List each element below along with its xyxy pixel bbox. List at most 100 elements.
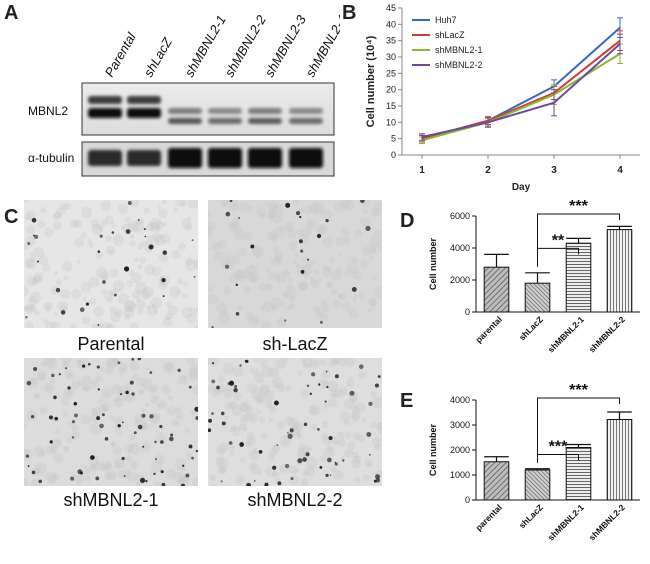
colony-dot [169, 436, 174, 442]
y-tick-label: 15 [386, 101, 396, 111]
colony-dot [225, 211, 231, 217]
colony-dot [96, 365, 100, 369]
colony-dot [104, 437, 109, 441]
colony-dot [53, 395, 57, 400]
colony-dot [123, 266, 130, 272]
colony-dot [160, 470, 164, 474]
colony-dot [182, 464, 185, 467]
colony-dot [127, 201, 132, 206]
x-tick-label: parental [473, 502, 503, 532]
x-tick-label: shMBNL2-2 [587, 314, 627, 354]
colony-dot [325, 370, 328, 373]
colony-dot [191, 239, 194, 242]
y-tick-label: 25 [386, 68, 396, 78]
panel-letter-c: C [4, 206, 19, 228]
y-tick-label: 40 [386, 19, 396, 29]
colony-dot [284, 319, 287, 322]
colony-dot [161, 277, 166, 283]
blot-lane-label: Parental [102, 29, 140, 79]
colony-dot [250, 244, 255, 249]
panel-letter-e: E [400, 390, 414, 412]
y-tick-label: 4000 [450, 243, 470, 253]
significance-bracket [537, 454, 579, 463]
colony-dot [360, 200, 365, 204]
blot-row-label-tubulin: α-tubulin [28, 151, 74, 165]
panel-letter-a: A [4, 2, 19, 24]
colony-dot [319, 465, 323, 469]
colony-dot [208, 418, 213, 423]
colony-dot [374, 383, 379, 388]
blot-row-label-mbnl2: MBNL2 [28, 104, 68, 118]
y-tick-label: 1000 [450, 470, 470, 480]
colony-dot [129, 380, 134, 385]
colony-dot [142, 445, 145, 448]
colony-dot [221, 421, 226, 426]
colony-dot [334, 461, 337, 464]
y-axis-label: Cell number (10⁴) [365, 35, 377, 127]
legend-label: Huh7 [435, 15, 457, 25]
bar [524, 282, 551, 313]
colony-dot [328, 435, 333, 441]
significance-label: ** [552, 232, 565, 249]
colony-dot [125, 390, 129, 395]
colony-dot [121, 456, 125, 461]
colony-dot [38, 479, 43, 484]
colony-dot [195, 416, 198, 420]
colony-dot [298, 239, 303, 244]
colony-dot [307, 258, 310, 261]
colony-dot [65, 367, 68, 370]
colony-dot [117, 361, 121, 365]
y-tick-label: 0 [465, 307, 470, 317]
colony-dot [297, 458, 303, 464]
x-tick-label: 1 [419, 165, 425, 176]
colony-photo-shmbnl2-1 [24, 358, 198, 486]
colony-dot [325, 473, 329, 477]
colony-dot [99, 234, 103, 238]
colony-dot [34, 234, 39, 239]
colony-dot [239, 364, 242, 367]
colony-dot [71, 420, 76, 424]
x-tick-label: shMBNL2-2 [587, 502, 627, 542]
colony-dot [212, 362, 215, 365]
colony-dot [306, 384, 310, 388]
y-tick-label: 35 [386, 36, 396, 46]
colony-dot [99, 423, 104, 429]
colony-dot [349, 390, 355, 396]
colony-dot [97, 388, 100, 391]
colony-dot [119, 392, 123, 396]
colony-dot [97, 250, 101, 253]
colony-dot [326, 385, 329, 389]
colony-dot [60, 310, 66, 315]
colony-dot [375, 478, 381, 483]
western-blot-panel: Parental shLacZ shMBNL2-1shMBNL2-2shMBNL2-… [28, 12, 340, 177]
colony-dot [153, 472, 156, 476]
bar [565, 242, 592, 313]
colony-dot [162, 250, 167, 255]
blot-lane-label: shLacZ [141, 34, 176, 79]
colony-dot [102, 280, 106, 284]
colony-dot [113, 293, 117, 297]
colony-dot [27, 465, 30, 467]
growth-curve-chart: 0 5 10 15 20 25 30 35 40 45 1 2 3 4 Day Cell number (10… [365, 3, 640, 193]
series-line [421, 43, 621, 139]
colony-dot [195, 449, 198, 453]
colony-dot [31, 217, 37, 223]
colony-dot [123, 475, 126, 477]
colony-dot [253, 480, 256, 482]
colony-dot [25, 316, 28, 319]
colony-dot [188, 385, 192, 389]
y-tick-label: 30 [386, 52, 396, 62]
x-tick-label: 2 [485, 165, 491, 176]
colony-dot [211, 379, 216, 384]
colony-dot [49, 440, 53, 444]
colony-dot [220, 411, 225, 416]
photo-caption-shmbnl2-1: shMBNL2-1 [63, 490, 159, 510]
colony-dot [311, 372, 316, 377]
colony-photo-parental [24, 200, 198, 328]
colony-dot [290, 477, 294, 480]
colony-dot [300, 249, 304, 253]
colony-dot [36, 260, 39, 263]
colony-dot [133, 431, 137, 435]
y-tick-label: 6000 [450, 211, 470, 221]
